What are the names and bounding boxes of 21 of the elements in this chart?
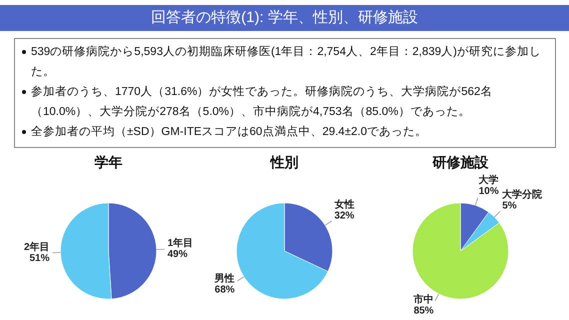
text: 参加者のうち、1770人（31.6%）が女性であった。研修病院のうち、大学病院が562名（10.0%）、大学分院が278名（5.0%）、市中病院が4,753名（85.0%）であった。 [31, 84, 494, 120]
data-label: 85% [414, 306, 434, 317]
slice-label: 1年目 [167, 237, 194, 250]
data-label: 51% [30, 252, 50, 264]
data-label: 5% [502, 200, 517, 212]
data-label: 49% [167, 249, 188, 260]
text: 全参加者の平均（±SD）GM-ITEスコアは60点満点中、29.4±2.0であった。 [31, 124, 428, 140]
chart-title: 性別 [268, 153, 300, 172]
data-label: 68% [214, 284, 235, 296]
data-label: 10% [478, 186, 499, 197]
data-label: 32% [334, 210, 354, 222]
slice-label: 2年目 [24, 240, 50, 253]
slice-label: 大学分院 [501, 188, 542, 200]
chart-title: 研修施設 [431, 153, 490, 172]
chart-title: 学年 [94, 153, 124, 172]
slice-label: 男性 [214, 272, 235, 285]
slice-label: 大学 [478, 174, 499, 186]
text: 回答者の特徴(1): 学年、性別、研修施設 [0, 5, 569, 31]
text: 539の研修病院から5,593人の初期臨床研修医(1年目：2,754人、2年目：2,839人)が研究に参加した。 [31, 44, 542, 80]
slice-label: 女性 [333, 198, 354, 210]
slice-label: 市中 [412, 294, 434, 306]
